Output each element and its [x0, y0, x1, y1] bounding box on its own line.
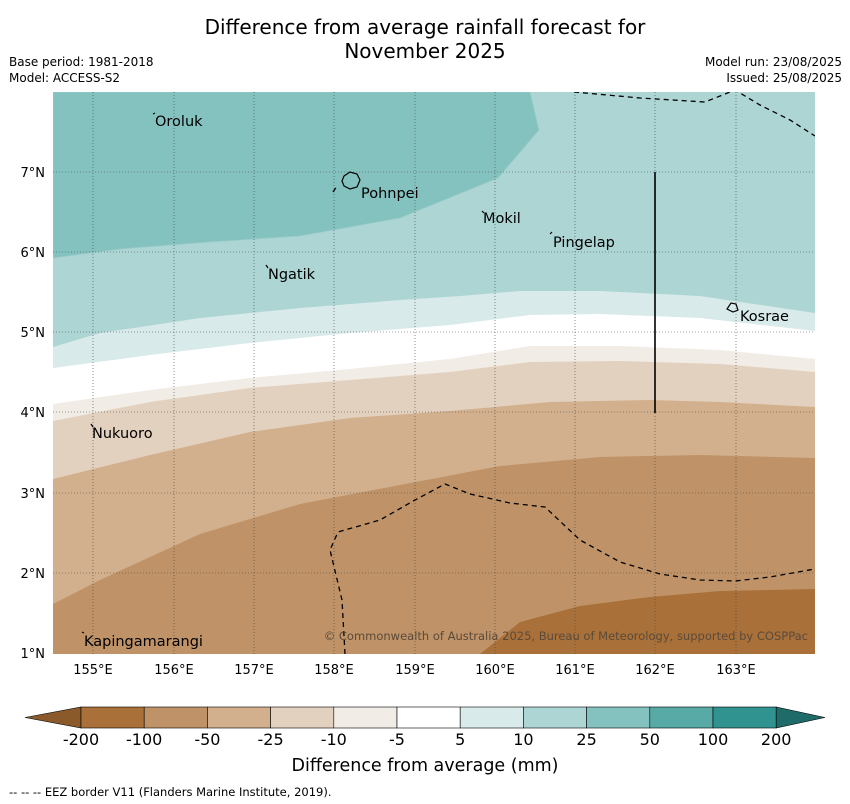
colorbar-tick-8: 25	[576, 730, 596, 749]
place-nukuoro: Nukuoro	[92, 426, 153, 442]
nukuoro-island-mark	[90, 423, 94, 428]
colorbar-segment-m10_m5	[333, 706, 398, 729]
colorbar-tick-9: 50	[640, 730, 660, 749]
colorbar-tick-2: -50	[194, 730, 220, 749]
colorbar-tick-7: 10	[513, 730, 533, 749]
place-kosrae: Kosrae	[740, 309, 789, 325]
model-run-text: Model run: 23/08/2025	[704, 55, 842, 69]
pingelap-island-mark	[549, 231, 553, 235]
colorbar-extend-low	[24, 706, 82, 729]
lon-label-155: 155°E	[73, 663, 113, 678]
title-line-2: November 2025	[344, 39, 506, 63]
colorbar-tick-11: 200	[761, 730, 792, 749]
island-outlines	[81, 112, 739, 634]
issued-text: Issued: 25/08/2025	[726, 71, 842, 85]
eez-footnote: -- -- -- EEZ border V11 (Flanders Marine…	[9, 785, 332, 799]
colorbar-tick-0: -200	[63, 730, 99, 749]
colorbar-segment-p50_100	[649, 706, 714, 729]
band-25-50	[53, 92, 540, 259]
band-neg200-neg100	[480, 589, 815, 654]
colorbar-tick-6: 5	[455, 730, 465, 749]
base-period-text: Base period: 1981-2018	[9, 55, 154, 69]
place-kapingamarangi: Kapingamarangi	[84, 634, 203, 650]
lon-label-161: 161°E	[555, 663, 595, 678]
lat-label-3: 3°N	[21, 487, 46, 502]
colorbar: -200 -100 -50 -25 -10 -5 5 10 25 50 100 200	[24, 706, 826, 749]
ngatik-island-mark	[265, 264, 269, 269]
colorbar-segment-m100_m50	[143, 706, 208, 729]
copyright-text: © Commonwealth of Australia 2025, Bureau…	[324, 629, 808, 643]
eez-borders	[329, 92, 815, 654]
colorbar-segment-p100_200	[712, 706, 777, 729]
colorbar-segment-m25_m10	[270, 706, 335, 729]
colorbar-segment-p10_25	[523, 706, 587, 729]
colorbar-tick-3: -25	[258, 730, 284, 749]
colorbar-label: Difference from average (mm)	[291, 756, 559, 776]
lon-label-163: 163°E	[716, 663, 756, 678]
place-labels: Oroluk Pohnpei Mokil Pingelap Ngatik Kos…	[84, 114, 789, 650]
kosrae-island-outline	[726, 302, 739, 313]
colorbar-tick-1: -100	[126, 730, 162, 749]
place-pingelap: Pingelap	[553, 235, 615, 251]
colorbar-segment-p25_50	[586, 706, 651, 729]
lat-label-6: 6°N	[21, 246, 46, 261]
oroluk-island-mark	[152, 112, 156, 115]
place-pohnpei: Pohnpei	[361, 186, 419, 202]
lat-label-1: 1°N	[21, 647, 46, 662]
colorbar-extend-high	[775, 706, 826, 729]
colorbar-segment-m200_m100	[80, 706, 145, 729]
lat-label-5: 5°N	[21, 326, 46, 341]
colorbar-segment-p5_10	[459, 706, 524, 729]
mokil-island-mark	[481, 210, 485, 214]
colorbar-tick-10: 100	[698, 730, 729, 749]
lon-tick-labels: 155°E 156°E 157°E 158°E 159°E 160°E 161°…	[73, 663, 756, 678]
colorbar-segment-m5_5	[396, 706, 461, 729]
colorbar-segment-m50_m25	[207, 706, 271, 729]
lon-label-162: 162°E	[635, 663, 675, 678]
place-oroluk: Oroluk	[155, 114, 203, 130]
place-ngatik: Ngatik	[268, 267, 316, 283]
lon-label-159: 159°E	[395, 663, 435, 678]
gridlines	[53, 92, 815, 654]
lat-label-2: 2°N	[21, 567, 46, 582]
colorbar-tick-5: -5	[389, 730, 405, 749]
lon-label-156: 156°E	[154, 663, 194, 678]
lon-label-157: 157°E	[234, 663, 274, 678]
lat-tick-labels: 7°N 6°N 5°N 4°N 3°N 2°N 1°N	[21, 166, 46, 662]
title-line-1: Difference from average rainfall forecas…	[204, 15, 646, 39]
lat-label-7: 7°N	[21, 166, 46, 181]
pohnpei-island-outline	[341, 171, 361, 190]
rainfall-fields	[53, 92, 815, 654]
lon-label-160: 160°E	[475, 663, 515, 678]
colorbar-tick-4: -10	[321, 730, 347, 749]
place-mokil: Mokil	[483, 211, 521, 227]
lat-label-4: 4°N	[21, 406, 46, 421]
lon-label-158: 158°E	[314, 663, 354, 678]
model-text: Model: ACCESS-S2	[9, 71, 121, 85]
kapingamarangi-island-mark	[81, 631, 85, 634]
